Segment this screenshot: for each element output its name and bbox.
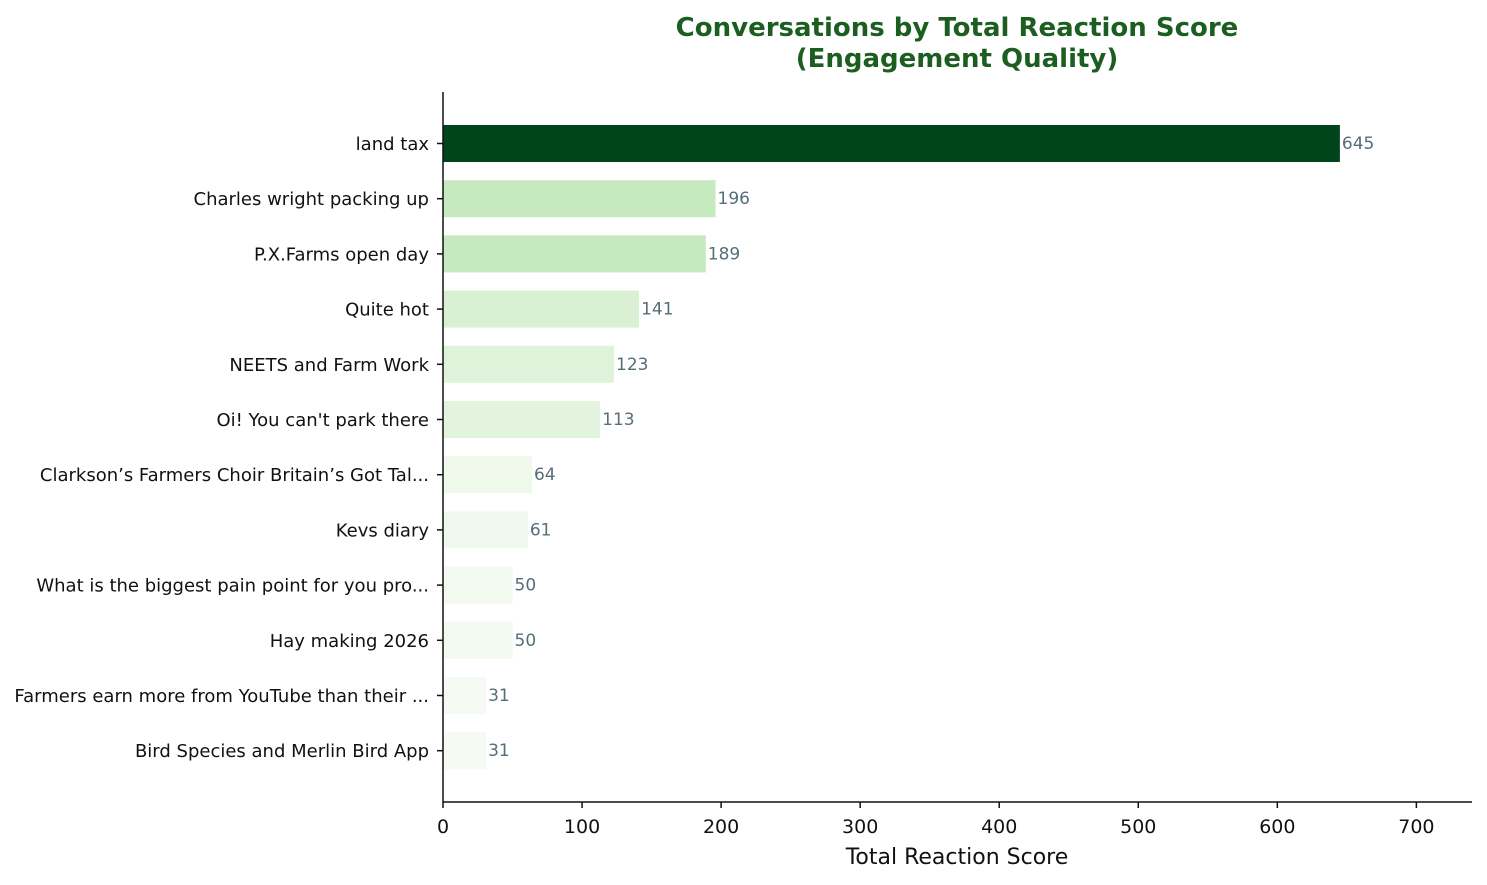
category-label: land tax [356, 134, 430, 155]
x-axis-ticks: 0 100 200 300 400 500 600 700 [437, 802, 1435, 838]
value-label: 50 [515, 631, 537, 651]
bar [443, 345, 615, 383]
value-label: 141 [641, 300, 673, 320]
x-tick-label: 100 [564, 816, 600, 838]
value-label: 50 [515, 576, 537, 596]
bar [443, 677, 487, 714]
x-tick-label: 500 [1120, 816, 1156, 838]
x-tick-label: 0 [437, 816, 449, 838]
bar [443, 456, 532, 494]
value-label: 645 [1342, 134, 1374, 154]
bar [443, 180, 716, 218]
category-label: Kevs diary [336, 520, 430, 541]
value-label: 196 [718, 189, 750, 209]
value-label: 189 [708, 244, 740, 264]
x-tick-label: 600 [1259, 816, 1295, 838]
bar [443, 511, 528, 549]
x-axis-title: Total Reaction Score [845, 845, 1069, 870]
category-label: Farmers earn more from YouTube than thei… [14, 686, 429, 707]
bar [443, 125, 1340, 162]
category-label: Bird Species and Merlin Bird App [135, 741, 429, 762]
x-tick-label: 200 [703, 816, 739, 838]
category-label: Hay making 2026 [270, 631, 429, 652]
category-label: Charles wright packing up [194, 189, 430, 210]
bar [443, 621, 513, 659]
x-tick-label: 400 [981, 816, 1017, 838]
x-tick-label: 300 [842, 816, 878, 838]
value-label: 31 [488, 741, 510, 761]
bar [443, 732, 487, 770]
value-label: 113 [602, 410, 634, 430]
category-label: Clarkson’s Farmers Choir Britain’s Got T… [40, 465, 429, 486]
category-label: What is the biggest pain point for you p… [36, 576, 429, 597]
value-labels: 645 196 189 141 123 113 64 61 50 50 31 31 [488, 134, 1374, 761]
category-label: Oi! You can't park there [216, 410, 429, 431]
bar [443, 401, 601, 438]
category-label: NEETS and Farm Work [229, 355, 429, 376]
chart-title-line-2: (Engagement Quality) [796, 44, 1119, 74]
chart-title-line-1: Conversations by Total Reaction Score [676, 13, 1239, 43]
category-labels: land tax Charles wright packing up P.X.Far… [14, 134, 443, 762]
bars-group [443, 125, 1340, 770]
value-label: 64 [534, 465, 556, 485]
value-label: 31 [488, 686, 510, 706]
x-tick-label: 700 [1398, 816, 1434, 838]
bar [443, 235, 706, 273]
category-label: P.X.Farms open day [254, 244, 429, 265]
value-label: 123 [616, 355, 648, 375]
bar [443, 566, 513, 604]
bar [443, 290, 640, 328]
category-label: Quite hot [345, 300, 429, 321]
value-label: 61 [530, 520, 552, 540]
